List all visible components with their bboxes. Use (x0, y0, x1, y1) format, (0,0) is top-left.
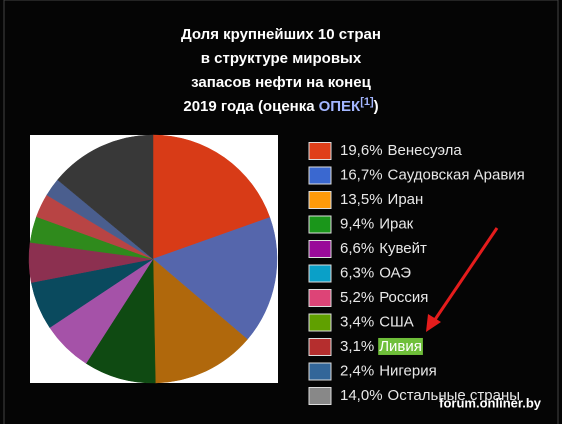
legend-name: США (379, 313, 414, 330)
title-ref[interactable]: [1] (360, 96, 374, 108)
legend-entry: 16,7% Саудовская Аравия (340, 166, 525, 183)
legend-name: Ирак (379, 215, 413, 232)
legend-entry: 6,6% Кувейт (340, 240, 427, 257)
legend-entry: 14,0% Остальные страны (340, 387, 520, 404)
legend-entry: 6,3% ОАЭ (340, 264, 411, 281)
legend-swatch (308, 264, 332, 283)
highlight (378, 337, 423, 355)
pie-slice (152, 258, 248, 384)
pie-slice (152, 217, 278, 340)
legend-name: Иран (388, 191, 424, 208)
chart-title-line: 2019 года (оценка ОПЕК[1]) (183, 96, 378, 115)
frame (3, 0, 559, 424)
legend-swatch (308, 313, 332, 332)
legend-name: Россия (379, 289, 428, 306)
arrow-head (426, 314, 441, 332)
chart-title-line: в структуре мировых (201, 50, 362, 67)
legend-value: 9,4% (340, 215, 374, 232)
legend-swatch (308, 142, 332, 160)
legend-entry: 5,2% Россия (340, 289, 428, 306)
legend-name: Нигерия (379, 362, 437, 379)
title-text: ) (374, 98, 379, 115)
legend-value: 5,2% (340, 289, 374, 306)
legend-name: Ливия (379, 338, 422, 355)
pie-slice (152, 134, 271, 260)
pie-slice (57, 134, 154, 260)
legend-entry: 3,1% Ливия (340, 338, 422, 355)
legend-name: Саудовская Аравия (388, 166, 525, 183)
legend-value: 3,4% (340, 313, 374, 330)
legend-name: Остальные страны (388, 387, 520, 404)
legend-value: 19,6% (340, 142, 383, 159)
legend-entry: 13,5% Иран (340, 191, 423, 208)
legend-swatch (308, 240, 332, 258)
watermark: forum.onliner.by (439, 395, 542, 410)
legend-entry: 2,4% Нигерия (340, 362, 437, 379)
arrow (430, 227, 499, 325)
legend-value: 3,1% (340, 338, 374, 355)
legend-entry: 19,6% Венесуэла (340, 142, 462, 159)
legend-value: 2,4% (340, 362, 374, 379)
legend-name: Кувейт (379, 240, 427, 257)
legend-entry: 3,4% США (340, 313, 414, 330)
legend-value: 14,0% (340, 387, 383, 404)
chart-title-line: запасов нефти на конец (191, 74, 371, 91)
legend-swatch (308, 338, 332, 356)
legend-swatch (308, 387, 332, 405)
chart-title-line: Доля крупнейших 10 стран (181, 26, 381, 43)
legend-value: 13,5% (340, 191, 383, 208)
legend-value: 16,7% (340, 166, 383, 183)
legend-entry: 9,4% Ирак (340, 215, 414, 232)
legend-value: 6,6% (340, 240, 374, 257)
legend-swatch (308, 289, 332, 307)
legend-swatch (308, 191, 332, 209)
legend-name: Венесуэла (388, 142, 463, 159)
title-text: 2019 года (оценка (183, 98, 315, 115)
legend-value: 6,3% (340, 264, 374, 281)
legend-swatch (308, 166, 332, 185)
legend-name: ОАЭ (379, 264, 411, 281)
legend-swatch (308, 362, 332, 381)
legend-swatch (308, 215, 332, 234)
title-link[interactable]: ОПЕК (319, 98, 361, 115)
